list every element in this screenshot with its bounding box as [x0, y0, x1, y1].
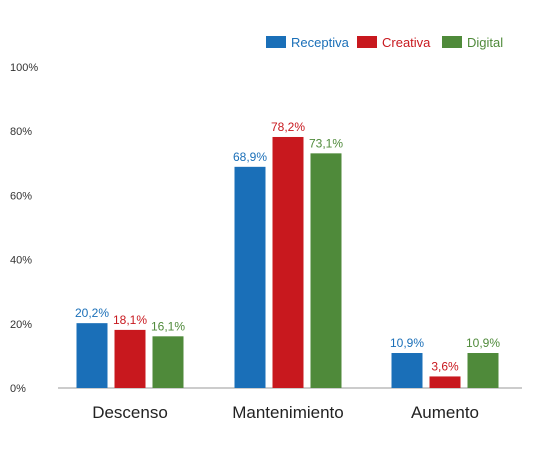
bar-receptiva-descenso [76, 323, 108, 388]
bar-creativa-mantenimiento [272, 136, 304, 388]
category-labels: Descenso Mantenimiento Aumento [92, 403, 479, 422]
data-label-digital-aumento: 10,9% [466, 336, 500, 350]
legend-swatch-digital [442, 36, 462, 48]
bars [76, 136, 499, 388]
legend: Receptiva Creativa Digital [266, 35, 503, 50]
category-label-aumento: Aumento [411, 403, 479, 422]
data-label-digital-descenso: 16,1% [151, 319, 185, 333]
legend-swatch-receptiva [266, 36, 286, 48]
y-tick-label-0: 0% [10, 383, 26, 395]
legend-label-creativa: Creativa [382, 35, 431, 50]
legend-label-digital: Digital [467, 35, 503, 50]
data-label-receptiva-aumento: 10,9% [390, 336, 424, 350]
bar-digital-mantenimiento [310, 153, 342, 388]
data-label-creativa-descenso: 18,1% [113, 313, 147, 327]
y-tick-label-100: 100% [10, 62, 38, 74]
data-label-creativa-mantenimiento: 78,2% [271, 120, 305, 134]
y-tick-label-20: 20% [10, 319, 32, 331]
data-labels: 20,2% 18,1% 16,1% 68,9% 78,2% 73,1% 10,9% 3,6% 1… [75, 120, 500, 373]
data-label-receptiva-mantenimiento: 68,9% [233, 150, 267, 164]
legend-label-receptiva: Receptiva [291, 35, 350, 50]
y-axis-ticks: 0% 20% 40% 60% 80% 100% [10, 62, 38, 395]
data-label-creativa-aumento: 3,6% [431, 359, 459, 373]
y-tick-label-60: 60% [10, 190, 32, 202]
category-label-descenso: Descenso [92, 403, 168, 422]
bar-digital-aumento [467, 353, 499, 388]
bar-digital-descenso [152, 336, 184, 388]
bar-creativa-aumento [429, 376, 461, 388]
bar-receptiva-aumento [391, 353, 423, 388]
legend-swatch-creativa [357, 36, 377, 48]
data-label-digital-mantenimiento: 73,1% [309, 136, 343, 150]
category-label-mantenimiento: Mantenimiento [232, 403, 344, 422]
bar-receptiva-mantenimiento [234, 166, 266, 388]
y-tick-label-80: 80% [10, 126, 32, 138]
data-label-receptiva-descenso: 20,2% [75, 306, 109, 320]
bar-creativa-descenso [114, 329, 146, 388]
y-tick-label-40: 40% [10, 255, 32, 267]
